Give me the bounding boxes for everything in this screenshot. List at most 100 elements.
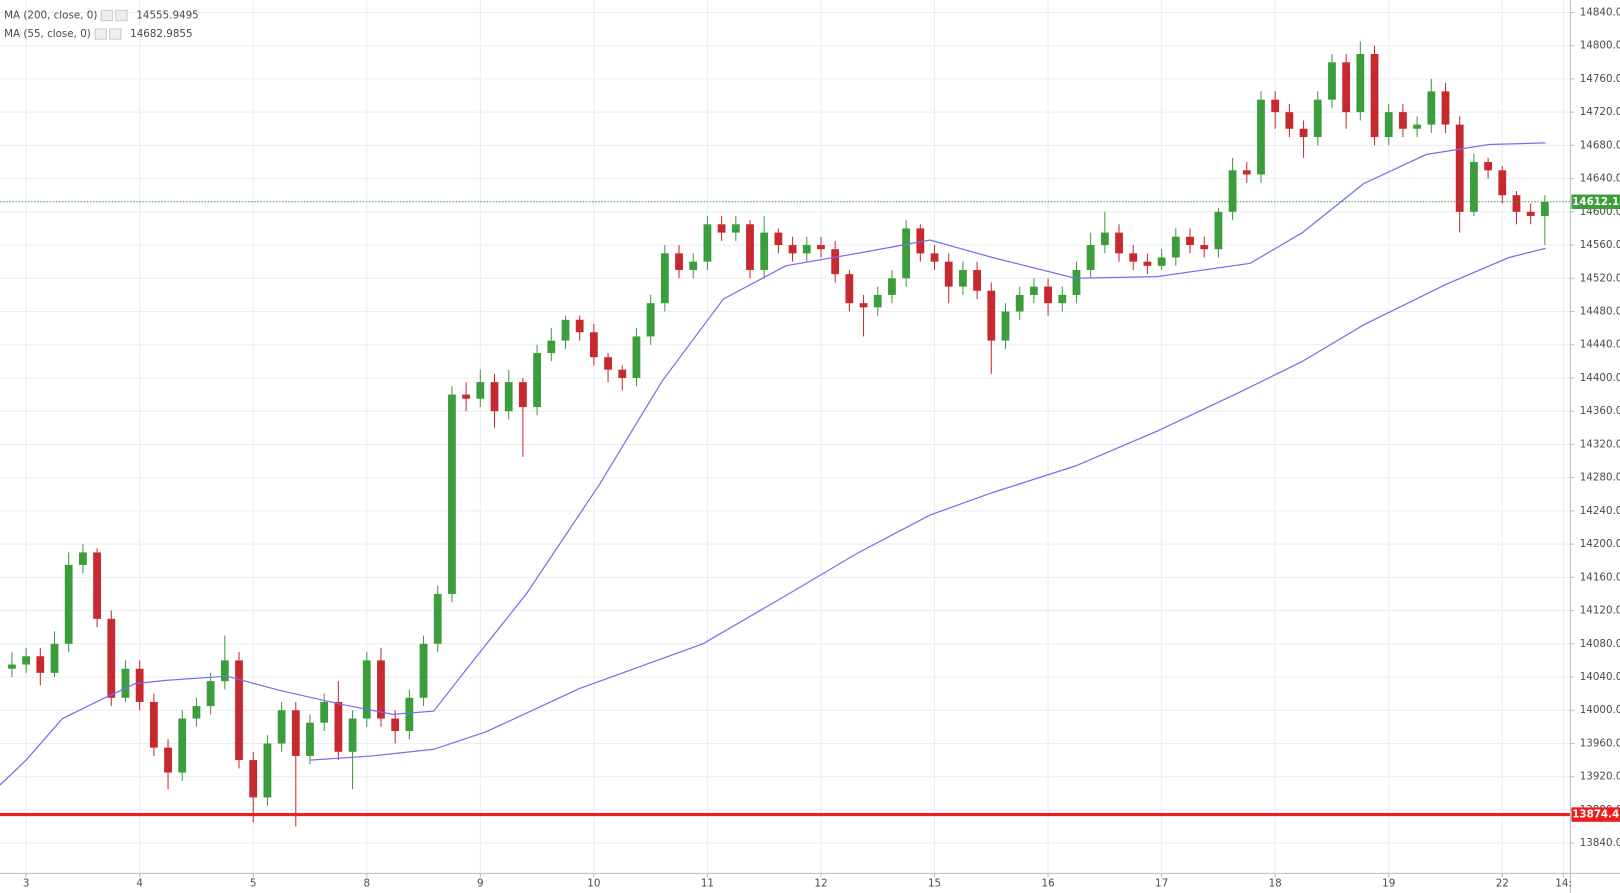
moving-average-line	[309, 247, 1546, 761]
candle-body	[1086, 245, 1095, 270]
y-tick-label: 14800.0	[1580, 40, 1620, 52]
legend-label: MA (200, close, 0)	[4, 9, 97, 21]
candle-body	[306, 722, 314, 756]
candle-body	[433, 593, 442, 644]
candle-body	[1512, 195, 1521, 212]
candle-body	[646, 303, 655, 337]
settings-icon[interactable]	[100, 9, 114, 22]
candle-body	[36, 656, 45, 673]
y-tick-label: 14320.0	[1580, 438, 1620, 450]
candle-body	[1200, 245, 1209, 250]
candle-body	[249, 760, 258, 798]
candle-body	[561, 319, 570, 341]
y-tick-label: 14360.0	[1580, 405, 1620, 417]
candle-body	[504, 382, 513, 412]
candle-body	[1257, 99, 1265, 175]
candle-body	[1427, 91, 1436, 125]
legend-value: 14682.9855	[130, 28, 192, 40]
candle-body	[1285, 112, 1294, 129]
x-tick-label: 14:	[1555, 878, 1572, 890]
candle-body	[78, 552, 87, 565]
y-tick-label: 14040.0	[1580, 671, 1620, 683]
candle-body	[220, 660, 229, 682]
x-tick-label: 18	[1269, 878, 1282, 890]
candle-body	[575, 319, 584, 333]
candle-body	[391, 718, 400, 732]
candle-body	[1214, 211, 1223, 250]
candle-body	[1015, 294, 1024, 312]
candle-body	[1271, 99, 1280, 113]
y-tick-label: 14840.0	[1580, 6, 1620, 18]
y-tick-label: 14160.0	[1580, 571, 1620, 583]
candle-body	[1058, 294, 1067, 304]
candle-body	[987, 290, 996, 341]
candle-body	[888, 278, 896, 295]
close-icon[interactable]	[108, 28, 122, 40]
candle-body	[589, 332, 598, 358]
candle-body	[149, 701, 158, 748]
x-tick-label: 17	[1155, 878, 1168, 890]
candle-body	[916, 228, 925, 254]
candle-body	[1370, 53, 1379, 138]
settings-icon[interactable]	[94, 28, 107, 40]
candle-body	[703, 224, 712, 262]
candle-body	[64, 564, 73, 644]
y-tick-label: 14240.0	[1580, 505, 1620, 517]
y-tick-label: 14400.0	[1580, 372, 1620, 384]
candle-body	[1498, 170, 1507, 196]
candle-body	[845, 274, 854, 304]
candle-body	[93, 552, 101, 619]
candle-body	[689, 261, 698, 270]
y-tick-label: 14080.0	[1580, 638, 1620, 650]
candle-body	[320, 701, 329, 723]
candle-body	[1001, 311, 1010, 341]
candle-body	[192, 706, 201, 719]
candle-body	[1455, 124, 1464, 212]
price-label-box	[1571, 807, 1620, 822]
y-tick-label: 14000.0	[1580, 704, 1620, 716]
candle-body	[1029, 286, 1038, 295]
y-tick-label: 14520.0	[1580, 272, 1620, 284]
candle-body	[1384, 112, 1393, 138]
candle-body	[760, 232, 769, 270]
close-icon[interactable]	[115, 9, 128, 22]
candle-body	[533, 353, 541, 408]
candle-body	[731, 224, 740, 233]
candle-body	[476, 382, 485, 399]
legend-value: 14555.9495	[136, 9, 198, 21]
candle-body	[50, 643, 59, 673]
candle-body	[788, 245, 797, 254]
candle-body	[717, 224, 726, 233]
candle-body	[675, 253, 683, 270]
candle-body	[973, 269, 982, 291]
candle-body	[1115, 232, 1123, 254]
candle-body	[1484, 161, 1492, 171]
x-tick-label: 16	[1042, 878, 1055, 890]
y-tick-label: 13840.0	[1580, 837, 1620, 849]
y-tick-label: 13920.0	[1580, 771, 1620, 783]
candle-body	[518, 382, 527, 408]
candle-body	[604, 357, 612, 370]
plot-area	[0, 41, 1571, 827]
candle-body	[547, 340, 556, 354]
candle-body	[831, 249, 840, 275]
candle-body	[1299, 128, 1308, 138]
candle-body	[1157, 257, 1166, 266]
y-tick-label: 14720.0	[1580, 106, 1620, 118]
candle-body	[1469, 161, 1478, 212]
x-tick-label: 22	[1496, 878, 1509, 890]
y-tick-label: 13960.0	[1580, 737, 1620, 749]
candle-body	[206, 681, 215, 707]
legend-label: MA (55, close, 0)	[4, 28, 91, 40]
candle-body	[419, 643, 428, 698]
candle-body	[1328, 62, 1336, 100]
candle-body	[235, 660, 243, 761]
x-tick-label: 9	[477, 878, 484, 890]
candle-body	[1413, 124, 1422, 129]
candle-body	[959, 269, 967, 287]
candle-body	[164, 747, 172, 773]
candle-body	[859, 303, 868, 308]
candle-body	[774, 232, 783, 246]
